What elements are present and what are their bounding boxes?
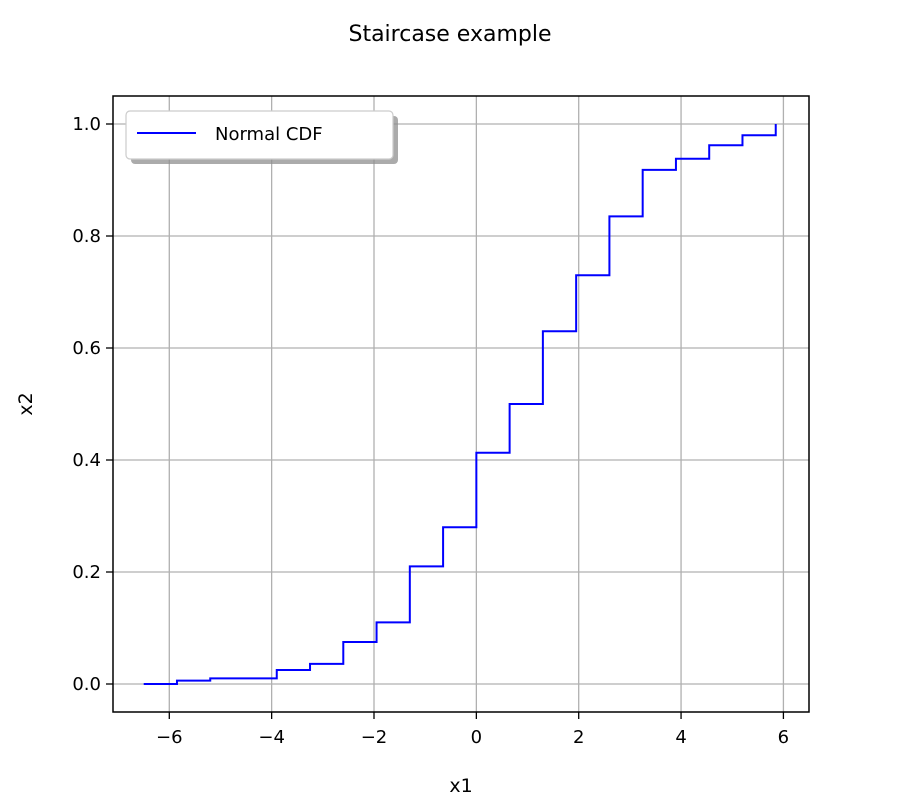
y-tick-label: 0.0 [72, 674, 101, 695]
legend-box [125, 110, 394, 160]
x-tick-label: −6 [156, 727, 183, 748]
y-tick-label: 0.2 [72, 562, 101, 583]
plot-series [143, 124, 777, 685]
x-tick-label: −2 [361, 727, 388, 748]
x-axis-label: x1 [449, 775, 472, 797]
y-tick-label: 1.0 [72, 114, 101, 135]
x-tick-label: 2 [573, 727, 584, 748]
grid [113, 96, 809, 712]
y-tick-label: 0.8 [72, 226, 101, 247]
x-tick-label: 0 [471, 727, 482, 748]
x-tick-label: 6 [778, 727, 789, 748]
plot-frame [112, 95, 810, 713]
x-tick-label: −4 [258, 727, 285, 748]
y-axis-label: x2 [15, 392, 37, 415]
series-line-normal-cdf [143, 124, 777, 685]
legend: Normal CDF [125, 110, 398, 164]
y-tick-label: 0.6 [72, 338, 101, 359]
x-tick-label: 4 [675, 727, 686, 748]
legend-label: Normal CDF [215, 124, 323, 145]
y-axis-ticks: 0.0 0.2 0.4 0.6 0.8 1.0 [72, 114, 113, 695]
y-tick-label: 0.4 [72, 450, 101, 471]
chart-title: Staircase example [348, 22, 551, 47]
x-axis-ticks: −6 −4 −2 0 2 4 6 [156, 712, 789, 748]
